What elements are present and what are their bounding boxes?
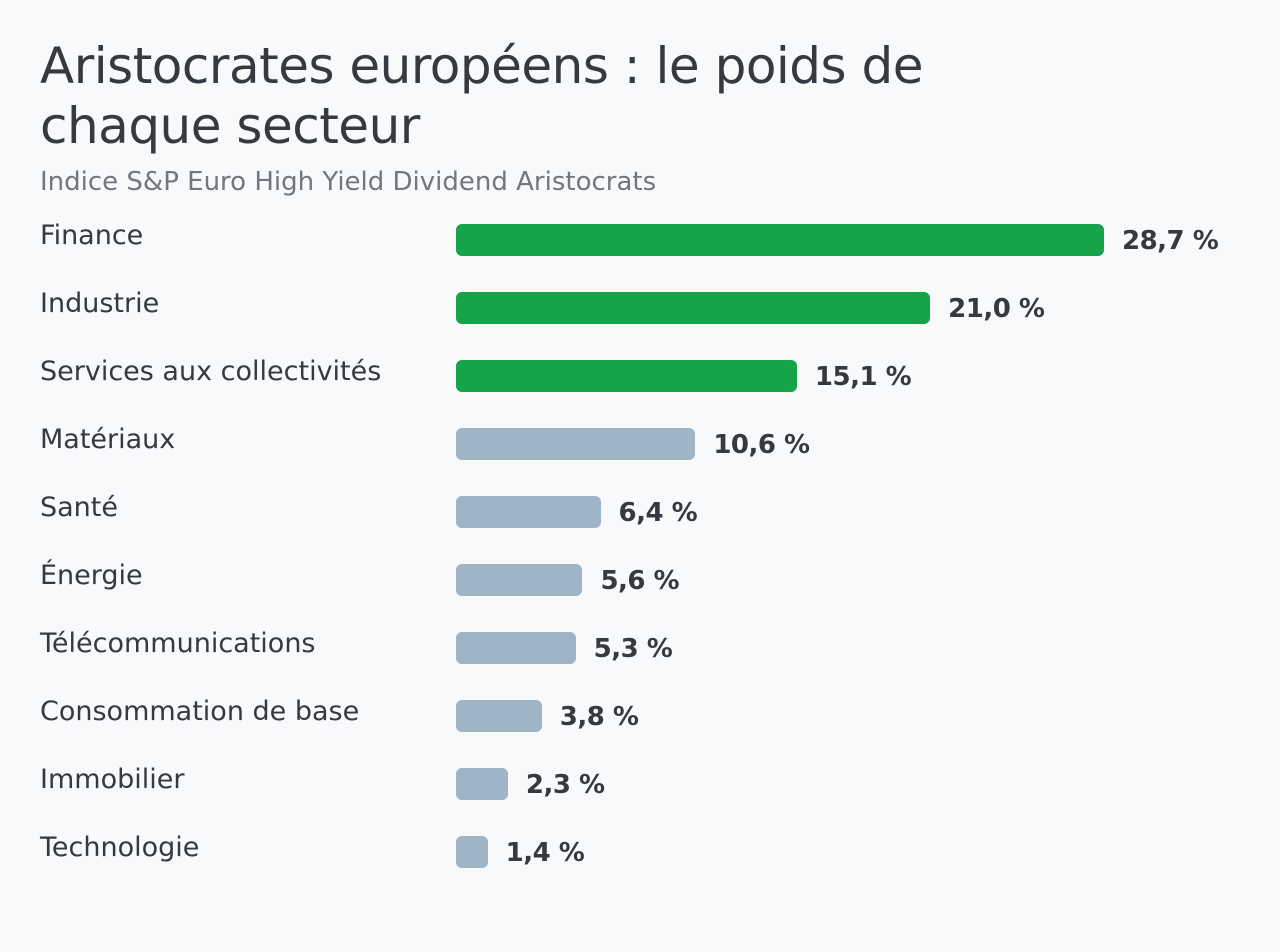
value-label: 21,0 % [948, 294, 1045, 324]
value-label: 28,7 % [1122, 226, 1219, 256]
chart-subtitle: Indice S&P Euro High Yield Dividend Aris… [40, 167, 657, 197]
category-label: Matériaux [40, 424, 176, 455]
bar [456, 224, 1104, 256]
bar [456, 428, 696, 460]
category-label: Immobilier [40, 764, 185, 795]
value-label: 5,3 % [593, 634, 673, 664]
category-label: Technologie [40, 832, 200, 863]
bar [456, 360, 797, 392]
category-label: Finance [40, 220, 144, 251]
bar [456, 632, 576, 664]
category-label: Télécommunications [40, 628, 316, 659]
bar [456, 768, 508, 800]
value-label: 15,1 % [814, 362, 912, 392]
bar [456, 836, 488, 868]
value-label: 2,3 % [525, 770, 605, 800]
bar [456, 496, 601, 528]
category-label: Consommation de base [40, 696, 360, 727]
category-label: Industrie [40, 288, 160, 319]
category-label: Énergie [40, 560, 143, 591]
value-label: 1,4 % [505, 838, 585, 868]
category-label: Santé [40, 492, 118, 523]
bar [456, 292, 931, 324]
value-label: 10,6 % [713, 430, 810, 460]
value-label: 6,4 % [618, 498, 698, 528]
bar [456, 700, 542, 732]
chart-title: Aristocrates européens : le poids de cha… [40, 37, 923, 155]
bar [456, 564, 583, 596]
category-label: Services aux collectivités [40, 356, 382, 387]
value-label: 3,8 % [559, 702, 639, 732]
value-label: 5,6 % [600, 566, 680, 596]
